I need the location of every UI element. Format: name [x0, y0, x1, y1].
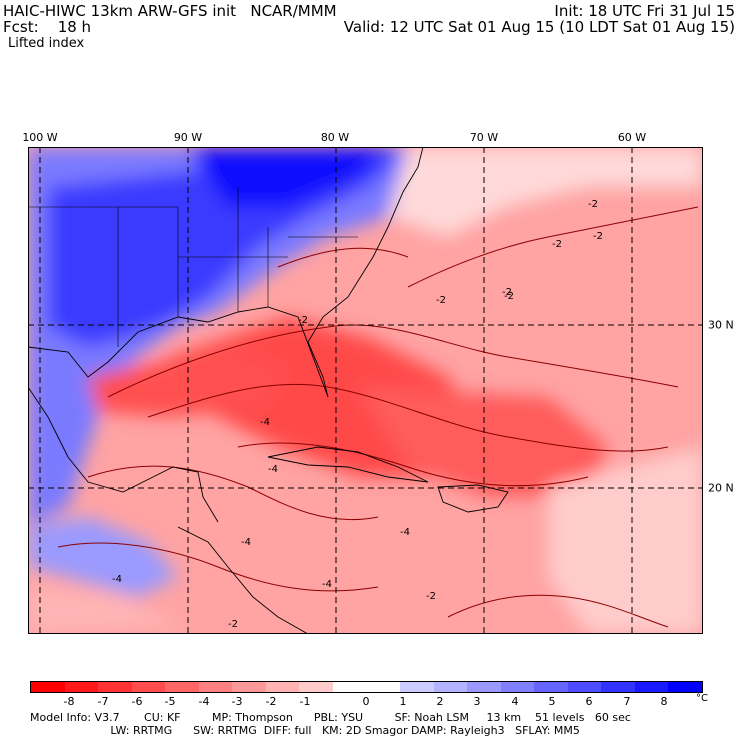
colorbar-cell — [534, 682, 568, 692]
colorbar-cell — [467, 682, 501, 692]
colorbar-tick: 6 — [585, 695, 593, 708]
lat-label-30n: 30 N — [708, 318, 734, 332]
colorbar-cell — [64, 682, 99, 692]
coastlines — [28, 147, 509, 634]
contour-label: -4 — [268, 464, 278, 475]
footer-physics-info: LW: RRTMG SW: RRTMG DIFF: full KM: 2D Sm… — [30, 724, 580, 737]
colorbar-tick: 8 — [660, 695, 668, 708]
contour-label: -2 — [436, 295, 446, 306]
stable-region-centralamerica — [28, 517, 178, 597]
contour-label: -2 — [552, 239, 562, 250]
contour-label: -2 — [588, 199, 598, 210]
unstable-core-bahamas — [358, 387, 608, 497]
cuba-coast — [267, 446, 429, 483]
colorbar-cell — [500, 682, 535, 692]
colorbar-cell — [567, 682, 602, 692]
colorbar-cell — [198, 682, 233, 692]
pale-region-pacific — [28, 587, 188, 634]
lon-label-60w: 60 W — [617, 131, 647, 144]
colorbar-cell — [668, 682, 702, 692]
init-time: Init: 18 UTC Fri 31 Jul 15 — [554, 2, 735, 20]
colorbar-cell — [332, 682, 367, 692]
colorbar-tick: -2 — [265, 695, 277, 708]
lon-label-70w: 70 W — [469, 131, 499, 144]
colorbar-tick: -5 — [164, 695, 176, 708]
lifted-index-map: -2 -2 -2 -2 -2 -2 -4 -4 -4 -4 -4 -2 -2 -… — [28, 147, 703, 634]
colorbar-cell — [265, 682, 300, 692]
colorbar-cell — [31, 682, 65, 692]
colorbar-tick: 1 — [399, 695, 407, 708]
pale-region-eastcarib — [548, 447, 703, 634]
colorbar-cell — [634, 682, 669, 692]
lon-label-100w: 100 W — [22, 131, 58, 144]
colorbar-unit: °C — [696, 693, 708, 704]
colorbar-tick: 2 — [436, 695, 444, 708]
colorbar-tick: 4 — [511, 695, 519, 708]
lon-label-90w: 90 W — [173, 131, 203, 144]
colorbar-cell — [299, 682, 333, 692]
colorbar-cell — [98, 682, 132, 692]
contour-label: -4 — [400, 527, 410, 538]
hispaniola-coast — [437, 484, 509, 513]
contour-label: -4 — [322, 579, 332, 590]
graticule — [28, 147, 703, 634]
contour-label: -4 — [112, 574, 122, 585]
colorbar-cell — [366, 682, 401, 692]
contour-label: -2 — [593, 231, 603, 242]
lon-label-80w: 80 W — [320, 131, 350, 144]
colorbar-tick: 3 — [473, 695, 481, 708]
contour-label: -4 — [241, 537, 251, 548]
colorbar-cell — [232, 682, 266, 692]
colorbar-cell — [433, 682, 468, 692]
stable-core-us — [48, 147, 408, 347]
colorbar-tick: -8 — [63, 695, 75, 708]
colorbar-cell — [400, 682, 434, 692]
us-gulf-coast — [28, 147, 424, 398]
contour-label: -4 — [260, 417, 270, 428]
contour-label: -2 — [228, 619, 238, 630]
colorbar-tick: -3 — [231, 695, 243, 708]
contour-label: -2 — [504, 291, 514, 302]
colorbar-tick: 0 — [362, 695, 370, 708]
pale-band-atlantic — [388, 147, 703, 237]
colorbar-cell — [165, 682, 199, 692]
contour-label: -2 — [502, 287, 512, 298]
lat-label-20n: 20 N — [708, 481, 734, 495]
mexico-coast — [28, 386, 219, 523]
colorbar — [30, 681, 703, 693]
colorbar-tick: 7 — [623, 695, 631, 708]
central-america-coast — [177, 526, 309, 634]
colorbar-tick: -1 — [299, 695, 311, 708]
colorbar-tick: -6 — [131, 695, 143, 708]
contour-lines — [57, 206, 699, 628]
valid-time: Valid: 12 UTC Sat 01 Aug 15 (10 LDT Sat … — [343, 18, 735, 36]
contour-label: -2 — [298, 315, 308, 326]
forecast-hour: Fcst: 18 h — [3, 18, 92, 36]
state-borders — [28, 187, 358, 347]
colorbar-cell — [601, 682, 635, 692]
colorbar-tick: 5 — [548, 695, 556, 708]
colorbar-tick: -4 — [198, 695, 210, 708]
footer-model-info: Model Info: V3.7 CU: KF MP: Thompson PBL… — [30, 711, 631, 724]
title-left: HAIC-HIWC 13km ARW-GFS init NCAR/MMM — [3, 2, 337, 20]
field-name: Lifted index — [8, 36, 85, 51]
contour-label: -2 — [426, 591, 436, 602]
colorbar-tick: -7 — [97, 695, 109, 708]
colorbar-cell — [131, 682, 166, 692]
